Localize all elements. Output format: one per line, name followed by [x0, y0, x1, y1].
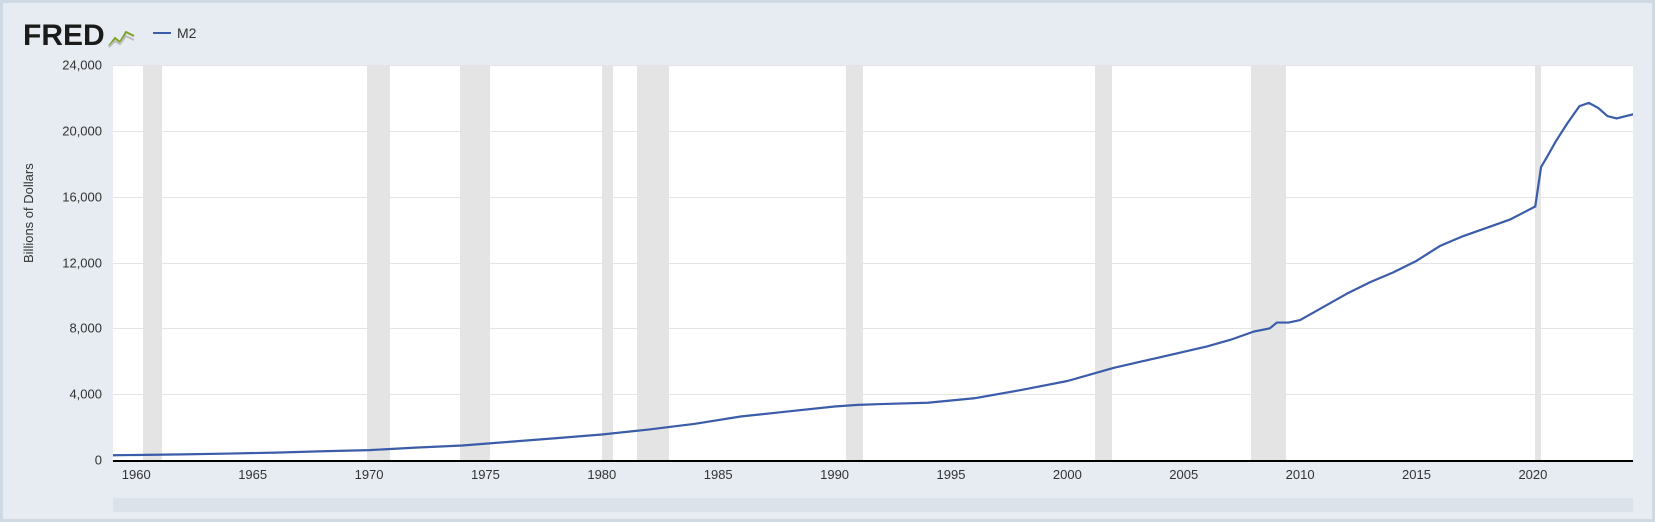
y-tick-label: 12,000 — [42, 255, 102, 270]
x-tick-label: 2020 — [1518, 467, 1547, 482]
x-tick-label: 1995 — [937, 467, 966, 482]
x-tick-label: 1965 — [238, 467, 267, 482]
legend-series-label: M2 — [177, 25, 196, 41]
x-tick-label: 1985 — [704, 467, 733, 482]
x-tick-label: 2000 — [1053, 467, 1082, 482]
x-tick-label: 1960 — [122, 467, 151, 482]
x-tick-label: 2015 — [1402, 467, 1431, 482]
scrub-bar[interactable] — [113, 498, 1633, 512]
chart-frame: FRED M2 Billions of Dollars 0 4,000 8,000 1… — [0, 0, 1655, 522]
plot-area[interactable] — [113, 65, 1633, 462]
y-tick-label: 8,000 — [42, 321, 102, 336]
x-tick-label: 1975 — [471, 467, 500, 482]
x-tick-label: 2005 — [1169, 467, 1198, 482]
logo-chart-icon — [108, 28, 136, 48]
fred-logo[interactable]: FRED — [23, 19, 136, 53]
y-tick-label: 20,000 — [42, 123, 102, 138]
x-tick-label: 1970 — [355, 467, 384, 482]
x-tick-label: 2010 — [1286, 467, 1315, 482]
y-tick-label: 0 — [42, 453, 102, 468]
y-axis-title: Billions of Dollars — [21, 163, 36, 263]
x-tick-label: 1980 — [587, 467, 616, 482]
y-tick-label: 4,000 — [42, 387, 102, 402]
data-line — [113, 103, 1633, 455]
data-line-svg — [113, 65, 1633, 460]
y-tick-label: 16,000 — [42, 189, 102, 204]
legend-color-swatch — [153, 32, 171, 34]
legend[interactable]: M2 — [153, 25, 196, 41]
x-tick-label: 1990 — [820, 467, 849, 482]
y-tick-label: 24,000 — [42, 58, 102, 73]
fred-logo-text: FRED — [23, 21, 105, 51]
